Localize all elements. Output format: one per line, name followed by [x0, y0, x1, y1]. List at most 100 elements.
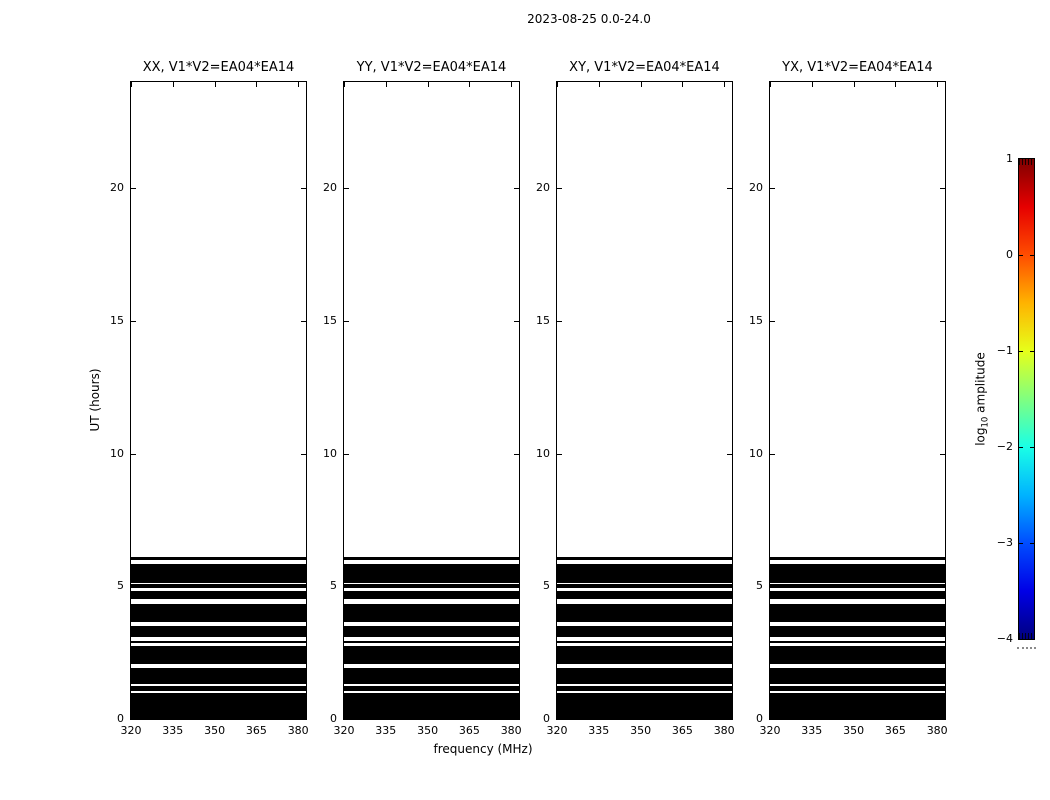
x-tick-label: 320 — [759, 724, 781, 737]
data-band — [557, 692, 732, 719]
y-tick-label: 5 — [756, 579, 763, 593]
x-tick-label: 335 — [588, 724, 610, 737]
y-tick-mark — [727, 188, 732, 190]
y-tick-mark — [770, 586, 775, 588]
data-band — [131, 590, 306, 600]
colorbar-tick-mark — [1030, 543, 1034, 544]
colorbar-label: log10 amplitude — [973, 352, 990, 446]
y-tick-mark — [301, 453, 306, 455]
y-tick-label: 10 — [110, 446, 124, 460]
y-tick-mark — [131, 320, 136, 322]
y-tick-label: 20 — [536, 181, 550, 195]
x-tick-mark — [131, 714, 132, 719]
x-tick-mark — [469, 714, 471, 719]
x-tick-label: 365 — [671, 724, 693, 737]
y-tick-label: 0 — [543, 712, 550, 725]
y-tick-mark — [940, 320, 945, 322]
x-tick-mark — [770, 82, 771, 87]
x-tick-mark — [298, 82, 300, 87]
x-tick-label: 380 — [287, 724, 309, 737]
data-band — [557, 556, 732, 561]
y-tick-mark — [131, 719, 136, 720]
x-tick-label: 380 — [713, 724, 735, 737]
x-tick-label: 365 — [245, 724, 267, 737]
y-tick-mark — [557, 453, 562, 455]
data-band — [131, 584, 306, 589]
data-band — [344, 625, 519, 637]
data-band — [344, 584, 519, 589]
y-tick-mark — [557, 188, 562, 190]
y-tick-label: 15 — [110, 313, 124, 327]
y-tick-label: 10 — [536, 446, 550, 460]
data-band — [344, 556, 519, 561]
data-band — [770, 692, 945, 719]
y-tick-mark — [770, 453, 775, 455]
data-band — [344, 686, 519, 691]
colorbar-label-subscript: 10 — [980, 416, 991, 428]
data-band — [557, 640, 732, 643]
x-tick-mark — [511, 82, 513, 87]
data-band — [344, 640, 519, 643]
y-tick-mark — [344, 320, 349, 322]
y-tick-label: 0 — [117, 712, 124, 725]
y-tick-mark — [770, 188, 775, 190]
x-tick-mark — [427, 82, 429, 87]
x-tick-label: 320 — [546, 724, 568, 737]
y-tick-label: 15 — [536, 313, 550, 327]
colorbar-tick-label: 1 — [1006, 152, 1013, 165]
x-tick-mark — [256, 82, 258, 87]
y-tick-label: 5 — [117, 579, 124, 593]
x-tick-mark — [640, 714, 642, 719]
data-band — [557, 604, 732, 623]
colorbar-tick-label: −1 — [996, 344, 1013, 357]
colorbar-tick-mark — [1030, 447, 1034, 448]
x-tick-mark — [256, 714, 258, 719]
panel-title-yx: YX, V1*V2=EA04*EA14 — [782, 60, 933, 75]
x-tick-label: 365 — [458, 724, 480, 737]
x-tick-mark — [770, 714, 771, 719]
y-tick-mark — [770, 719, 775, 720]
x-tick-mark — [298, 714, 300, 719]
x-tick-mark — [427, 714, 429, 719]
x-tick-mark — [853, 714, 855, 719]
colorbar-tick-label: −3 — [996, 536, 1013, 549]
y-tick-mark — [557, 586, 562, 588]
colorbar-bottom-minor-ticks — [1019, 633, 1034, 639]
data-band — [131, 625, 306, 637]
data-band — [557, 564, 732, 583]
panel-plot-area-yy — [343, 81, 520, 720]
x-tick-mark — [172, 82, 174, 87]
x-tick-mark — [598, 82, 600, 87]
y-tick-mark — [514, 586, 519, 588]
y-tick-mark — [727, 453, 732, 455]
data-band — [770, 556, 945, 561]
x-tick-label: 380 — [926, 724, 948, 737]
panel-plot-area-xy — [556, 81, 733, 720]
data-band — [770, 645, 945, 665]
colorbar-tick-mark — [1019, 351, 1023, 352]
x-tick-mark — [131, 82, 132, 87]
y-tick-mark — [514, 719, 519, 720]
x-axis-label: frequency (MHz) — [433, 742, 533, 756]
y-tick-label: 5 — [330, 579, 337, 593]
data-band — [557, 667, 732, 684]
x-tick-mark — [811, 714, 813, 719]
y-tick-mark — [344, 453, 349, 455]
colorbar-tick-mark — [1030, 351, 1034, 352]
y-tick-mark — [131, 188, 136, 190]
x-tick-mark — [937, 82, 939, 87]
x-tick-mark — [895, 82, 897, 87]
data-band — [770, 686, 945, 691]
data-band — [557, 625, 732, 637]
x-tick-mark — [385, 82, 387, 87]
y-tick-mark — [344, 586, 349, 588]
data-band — [557, 645, 732, 665]
x-tick-mark — [937, 714, 939, 719]
y-tick-mark — [940, 586, 945, 588]
y-tick-label: 15 — [749, 313, 763, 327]
y-tick-mark — [514, 320, 519, 322]
y-axis-label: UT (hours) — [88, 368, 102, 432]
x-tick-label: 350 — [630, 724, 652, 737]
data-band — [770, 590, 945, 600]
colorbar-top-minor-ticks — [1019, 159, 1034, 165]
